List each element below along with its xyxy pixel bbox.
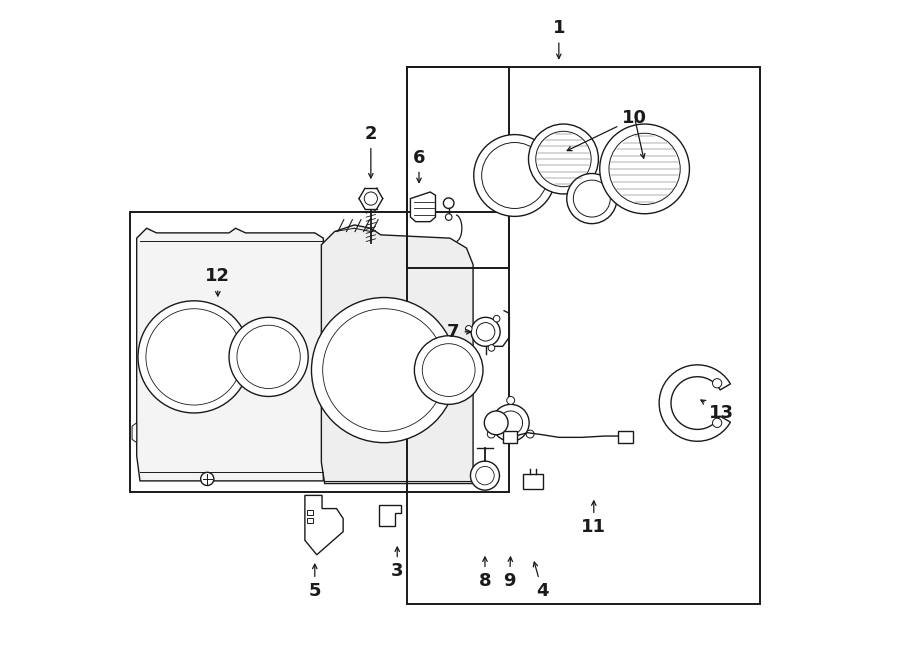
Text: 13: 13 xyxy=(701,400,734,422)
Bar xyxy=(503,431,517,443)
Circle shape xyxy=(471,461,500,490)
Circle shape xyxy=(465,326,472,332)
Circle shape xyxy=(414,336,483,405)
Circle shape xyxy=(492,405,529,442)
Text: 11: 11 xyxy=(581,501,607,536)
Text: 12: 12 xyxy=(205,268,230,296)
Bar xyxy=(130,212,509,492)
Circle shape xyxy=(311,297,456,443)
Circle shape xyxy=(146,309,242,405)
Polygon shape xyxy=(137,228,323,481)
Circle shape xyxy=(499,411,523,435)
Bar xyxy=(407,67,760,604)
Bar xyxy=(407,67,509,268)
Circle shape xyxy=(444,198,454,208)
Circle shape xyxy=(713,418,722,428)
Text: 8: 8 xyxy=(479,557,491,590)
Circle shape xyxy=(526,430,534,438)
Polygon shape xyxy=(380,505,400,526)
Text: 4: 4 xyxy=(534,562,549,600)
Text: 5: 5 xyxy=(309,564,321,600)
Polygon shape xyxy=(410,192,436,221)
Text: 6: 6 xyxy=(413,149,425,182)
Circle shape xyxy=(471,317,500,346)
Circle shape xyxy=(573,180,610,217)
Text: 9: 9 xyxy=(503,557,516,590)
Circle shape xyxy=(473,135,555,216)
Polygon shape xyxy=(305,495,343,555)
Circle shape xyxy=(323,309,446,432)
Circle shape xyxy=(482,143,547,208)
Polygon shape xyxy=(659,365,731,442)
Circle shape xyxy=(599,124,689,214)
Circle shape xyxy=(713,379,722,388)
Circle shape xyxy=(237,325,301,389)
Circle shape xyxy=(476,467,494,485)
Circle shape xyxy=(484,411,508,435)
Circle shape xyxy=(507,397,515,405)
Text: 10: 10 xyxy=(567,109,647,151)
Bar xyxy=(307,518,313,523)
Bar xyxy=(523,475,543,488)
Polygon shape xyxy=(321,225,473,484)
Circle shape xyxy=(422,344,475,397)
Bar xyxy=(618,431,633,443)
Circle shape xyxy=(536,132,591,186)
Text: 2: 2 xyxy=(364,125,377,178)
Circle shape xyxy=(488,344,495,351)
Circle shape xyxy=(138,301,250,413)
Polygon shape xyxy=(132,423,137,443)
Circle shape xyxy=(493,315,500,322)
Text: 3: 3 xyxy=(391,547,403,580)
Circle shape xyxy=(364,192,377,205)
Circle shape xyxy=(229,317,308,397)
Circle shape xyxy=(201,473,214,486)
Circle shape xyxy=(446,214,452,220)
Bar xyxy=(307,510,313,515)
Text: 1: 1 xyxy=(553,19,565,59)
Circle shape xyxy=(567,174,616,223)
Circle shape xyxy=(476,323,495,341)
Circle shape xyxy=(528,124,598,194)
Text: 7: 7 xyxy=(447,323,471,341)
Circle shape xyxy=(609,134,680,204)
Circle shape xyxy=(487,430,495,438)
